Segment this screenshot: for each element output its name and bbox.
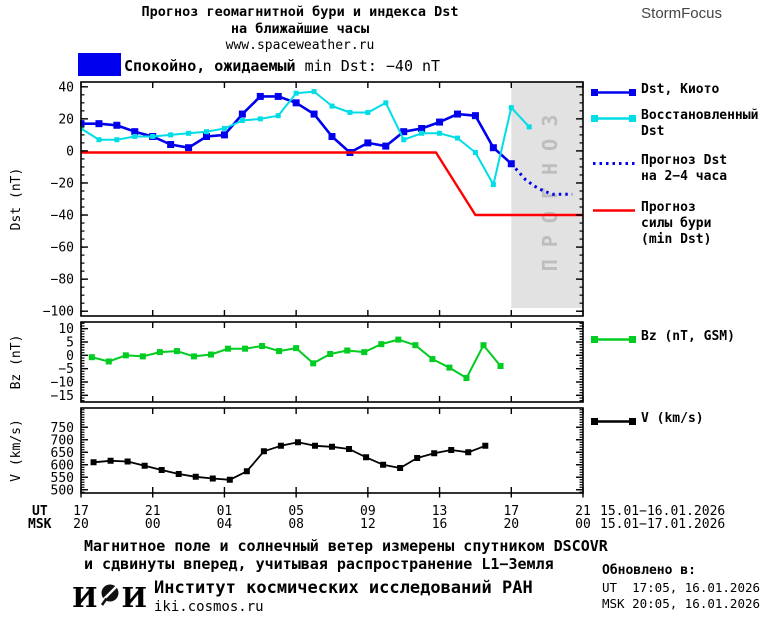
updated-msk: MSK 20:05, 16.01.2026 — [602, 596, 760, 611]
page-title: Прогноз геомагнитной бури и индекса Dst — [141, 4, 459, 20]
svg-text:−10: −10 — [51, 376, 74, 391]
status-text-en: min Dst: −40 nT — [304, 57, 441, 75]
legend-swatch-dst-kyoto — [591, 82, 638, 103]
svg-text:08: 08 — [288, 517, 304, 532]
legend-swatch-restored-dst — [591, 108, 638, 140]
svg-text:0: 0 — [66, 144, 74, 159]
svg-text:500: 500 — [51, 483, 74, 498]
svg-text:650: 650 — [51, 446, 74, 461]
svg-text:04: 04 — [217, 517, 233, 532]
legend-label: V (km/s) — [641, 411, 704, 426]
legend-item-restored-dst: Восстановленный Dst — [591, 108, 759, 140]
svg-text:MSK: MSK — [28, 517, 52, 532]
institute-name: Институт космических исследований РАН — [154, 578, 533, 598]
svg-text:09: 09 — [360, 504, 376, 519]
status-text-ru: Спокойно, ожидаемый — [124, 57, 305, 75]
svg-text:40: 40 — [58, 80, 74, 95]
updated-ut: UT 17:05, 16.01.2026 — [602, 580, 760, 595]
legend-swatch-storm-strength — [591, 200, 638, 248]
svg-text:Bz (nT): Bz (nT) — [9, 335, 24, 390]
legend-swatch-forecast-dst — [591, 153, 638, 185]
legend-label: Прогноз силы бури (min Dst) — [641, 200, 712, 247]
svg-text:10: 10 — [58, 322, 74, 337]
source-url-text: www.spaceweather.ru — [225, 38, 375, 53]
svg-text:−40: −40 — [51, 209, 74, 224]
svg-text:550: 550 — [51, 471, 74, 486]
svg-text:−80: −80 — [51, 273, 74, 288]
legend-item-bz: Bz (nT, GSM) — [591, 329, 759, 350]
storm-level-color-box — [78, 53, 121, 76]
svg-text:5: 5 — [66, 336, 74, 351]
svg-text:15.01−16.01.2026: 15.01−16.01.2026 — [600, 504, 725, 519]
svg-text:05: 05 — [288, 504, 304, 519]
iki-logo: И И — [72, 583, 147, 614]
svg-text:21: 21 — [145, 504, 161, 519]
svg-text:−60: −60 — [51, 241, 74, 256]
svg-text:750: 750 — [51, 421, 74, 436]
iki-logo-disk-icon — [99, 583, 121, 614]
svg-text:−5: −5 — [58, 362, 74, 377]
svg-text:П Р О Г Н О З: П Р О Г Н О З — [538, 115, 562, 272]
legend-item-storm-strength: Прогноз силы бури (min Dst) — [591, 200, 759, 248]
svg-text:−20: −20 — [51, 176, 74, 191]
institute-website: iki.cosmos.ru — [154, 599, 264, 615]
svg-text:0: 0 — [66, 349, 74, 364]
svg-text:20: 20 — [503, 517, 519, 532]
svg-text:01: 01 — [217, 504, 233, 519]
svg-text:00: 00 — [145, 517, 161, 532]
svg-text:−15: −15 — [51, 389, 74, 404]
legend-swatch-v — [591, 411, 638, 432]
svg-text:600: 600 — [51, 458, 74, 473]
legend-item-forecast-dst: Прогноз Dst на 2−4 часа — [591, 153, 759, 185]
legend-swatch-bz — [591, 329, 638, 350]
svg-text:20: 20 — [73, 517, 89, 532]
brand-text: StormFocus — [641, 5, 722, 22]
legend-label: Bz (nT, GSM) — [641, 329, 735, 344]
iki-logo-letter-left: И — [72, 583, 98, 614]
page-subtitle: на ближайшие часы — [230, 21, 370, 37]
legend-item-dst-kyoto: Dst, Киото — [591, 82, 759, 103]
footer-note-line1: Магнитное поле и солнечный ветер измерен… — [84, 537, 608, 555]
updated-at-label: Обновлено в: — [602, 563, 696, 578]
svg-text:17: 17 — [73, 504, 89, 519]
legend-label: Прогноз Dst на 2−4 часа — [641, 153, 728, 184]
svg-text:20: 20 — [58, 112, 74, 127]
svg-text:16: 16 — [432, 517, 448, 532]
legend-label: Dst, Киото — [641, 82, 720, 97]
legend-item-v: V (km/s) — [591, 411, 759, 432]
svg-text:UT: UT — [32, 504, 48, 519]
legend-label: Восстановленный Dst — [641, 108, 759, 139]
svg-text:12: 12 — [360, 517, 376, 532]
svg-text:17: 17 — [503, 504, 519, 519]
svg-text:13: 13 — [432, 504, 448, 519]
status-text: Спокойно, ожидаемый min Dst: −40 nT — [124, 57, 440, 75]
svg-text:700: 700 — [51, 433, 74, 448]
footer-note-line2: и сдвинуты вперед, учитывая распростране… — [84, 555, 554, 573]
svg-text:15.01−17.01.2026: 15.01−17.01.2026 — [600, 517, 725, 532]
svg-text:V (km/s): V (km/s) — [9, 419, 24, 482]
svg-text:Dst (nT): Dst (nT) — [9, 168, 24, 231]
svg-text:00: 00 — [575, 517, 591, 532]
svg-text:21: 21 — [575, 504, 591, 519]
iki-logo-letter-right: И — [121, 583, 148, 614]
svg-text:−100: −100 — [43, 305, 74, 320]
